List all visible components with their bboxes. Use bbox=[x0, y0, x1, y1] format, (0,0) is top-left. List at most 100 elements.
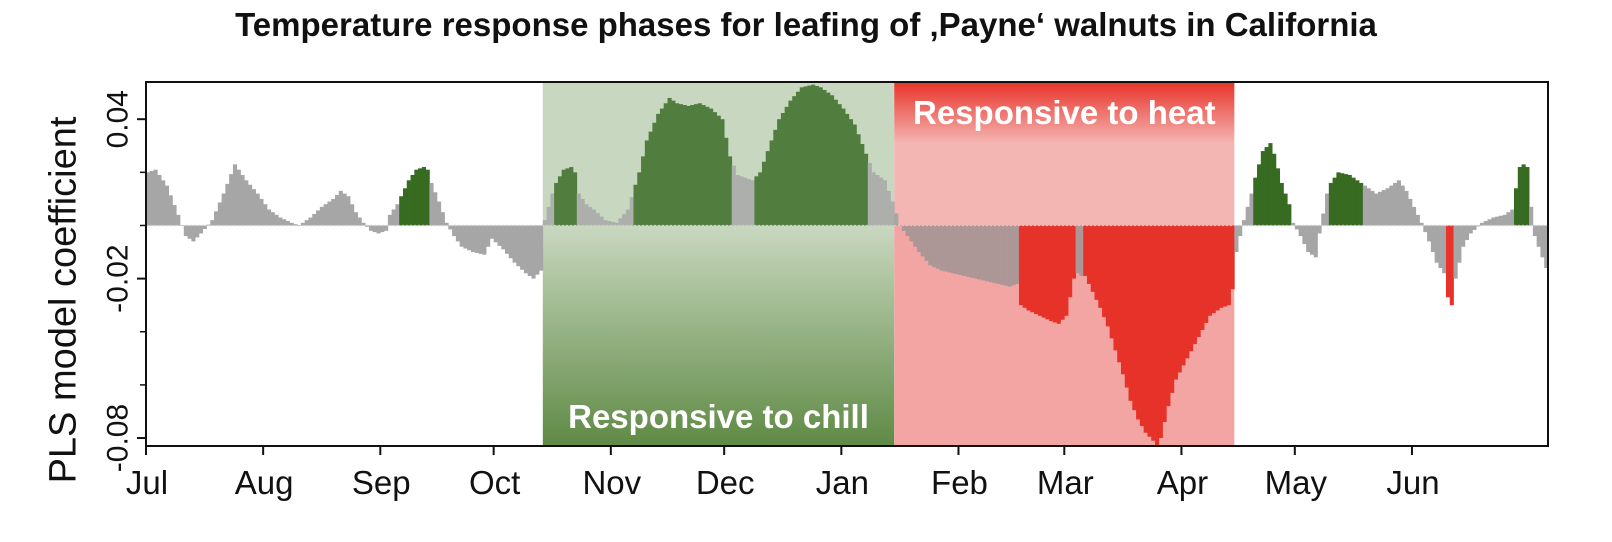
coefficient-bar bbox=[1257, 164, 1262, 226]
coefficient-bar bbox=[1079, 225, 1084, 276]
coefficient-bar bbox=[1510, 209, 1515, 226]
coefficient-bar bbox=[573, 172, 578, 226]
coefficient-bar bbox=[285, 221, 290, 226]
coefficient-bar bbox=[342, 193, 347, 226]
coefficient-bar bbox=[1026, 225, 1031, 311]
coefficient-bar bbox=[323, 204, 328, 226]
coefficient-bar bbox=[871, 172, 876, 226]
coefficient-bar bbox=[894, 213, 899, 226]
coefficient-bar bbox=[1332, 177, 1337, 226]
coefficient-bar bbox=[361, 222, 366, 226]
coefficient-bar bbox=[501, 225, 506, 250]
coefficient-bar bbox=[520, 225, 525, 270]
coefficient-bar bbox=[146, 172, 151, 226]
coefficient-bar bbox=[969, 225, 974, 278]
x-tick-label: Nov bbox=[582, 464, 641, 501]
coefficient-bar bbox=[1030, 225, 1035, 313]
coefficient-bar bbox=[1483, 221, 1488, 226]
coefficient-bar bbox=[1479, 222, 1485, 226]
coefficient-bar bbox=[1529, 206, 1534, 226]
coefficient-bar bbox=[1366, 188, 1371, 226]
coefficient-bar bbox=[886, 190, 891, 226]
coefficient-bar bbox=[924, 225, 929, 261]
coefficient-bar bbox=[988, 225, 993, 283]
coefficient-bar bbox=[244, 180, 249, 226]
coefficient-bar bbox=[731, 165, 736, 226]
coefficient-bar bbox=[1370, 190, 1375, 226]
coefficient-bar bbox=[240, 174, 245, 226]
coefficient-bar bbox=[1192, 225, 1197, 345]
coefficient-bar bbox=[1291, 222, 1296, 226]
coefficient-bar bbox=[1196, 225, 1201, 338]
coefficient-bar bbox=[493, 225, 498, 243]
coefficient-bar bbox=[1109, 225, 1114, 339]
coefficient-bar bbox=[312, 213, 317, 226]
coefficient-bar bbox=[1404, 190, 1409, 226]
coefficient-bar bbox=[248, 184, 253, 226]
coefficient-bar bbox=[157, 174, 162, 226]
x-tick-label: Jul bbox=[126, 464, 168, 501]
coefficient-bar bbox=[1181, 225, 1186, 366]
coefficient-bar bbox=[867, 163, 872, 226]
coefficient-bar bbox=[168, 195, 173, 226]
coefficient-bar bbox=[414, 169, 419, 226]
coefficient-bar bbox=[712, 112, 717, 226]
coefficient-bar bbox=[1098, 225, 1103, 308]
coefficient-bar bbox=[882, 180, 888, 226]
x-tick-label: Jun bbox=[1386, 464, 1439, 501]
coefficient-bar bbox=[803, 86, 808, 226]
coefficient-bar bbox=[678, 104, 683, 226]
coefficient-bar bbox=[1245, 206, 1250, 226]
coefficient-bar bbox=[727, 156, 733, 226]
coefficient-bar bbox=[1513, 188, 1519, 226]
coefficient-bar bbox=[1536, 225, 1541, 247]
coefficient-bar bbox=[1143, 225, 1148, 433]
coefficient-bar bbox=[368, 225, 374, 231]
coefficient-bar bbox=[1124, 225, 1129, 388]
coefficient-bar bbox=[966, 225, 971, 277]
coefficient-bar bbox=[202, 225, 207, 230]
coefficient-bar bbox=[629, 197, 634, 226]
coefficient-bar bbox=[505, 225, 510, 254]
coefficient-bar bbox=[754, 176, 759, 226]
coefficient-bar bbox=[1102, 225, 1107, 318]
coefficient-bar bbox=[1272, 153, 1277, 226]
coefficient-bar bbox=[852, 124, 857, 226]
coefficient-bar bbox=[448, 225, 453, 230]
coefficient-bar bbox=[788, 100, 793, 226]
coefficient-bar bbox=[1487, 219, 1492, 226]
coefficient-bar bbox=[357, 217, 362, 226]
coefficient-bar bbox=[327, 201, 332, 226]
coefficient-bar bbox=[210, 220, 215, 226]
coefficient-bar bbox=[932, 225, 937, 268]
phase-labels: Responsive to chill Responsive to heat bbox=[568, 94, 1215, 435]
coefficient-bar bbox=[542, 220, 547, 226]
coefficient-bar bbox=[259, 198, 264, 226]
coefficient-bar bbox=[659, 108, 665, 226]
coefficient-bar bbox=[799, 87, 804, 226]
coefficient-bar bbox=[376, 225, 381, 234]
coefficient-bar bbox=[380, 225, 385, 233]
coefficient-bar bbox=[716, 115, 721, 226]
coefficient-bar bbox=[1347, 174, 1352, 226]
coefficient-bar bbox=[1083, 225, 1088, 276]
coefficient-bar bbox=[784, 106, 789, 226]
coefficient-bar bbox=[1343, 174, 1349, 226]
coefficient-bar bbox=[625, 209, 631, 226]
coefficient-bar bbox=[1219, 225, 1224, 308]
coefficient-bar bbox=[765, 151, 770, 226]
coefficient-bar bbox=[1090, 225, 1095, 292]
coefficient-bar bbox=[523, 225, 529, 274]
coefficient-bar bbox=[618, 218, 623, 226]
coefficient-bar bbox=[1007, 225, 1012, 287]
coefficient-bar bbox=[319, 206, 324, 226]
coefficient-bar bbox=[1309, 225, 1315, 255]
coefficient-bar bbox=[255, 193, 260, 226]
coefficient-bar bbox=[391, 209, 396, 226]
coefficient-bar bbox=[610, 221, 615, 226]
coefficient-bar bbox=[671, 100, 676, 226]
chill-band-lower bbox=[542, 225, 895, 446]
coefficient-bar bbox=[561, 169, 566, 226]
coefficient-bar bbox=[1211, 225, 1216, 314]
